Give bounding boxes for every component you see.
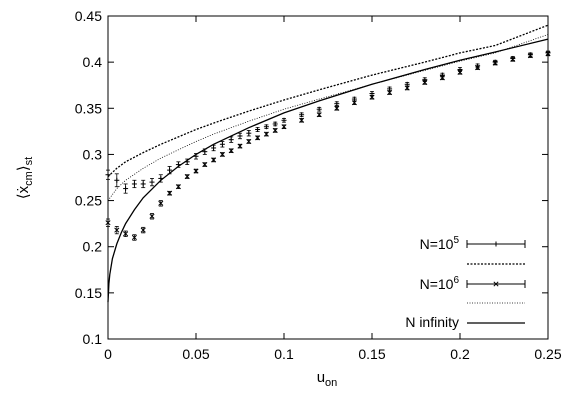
data-point bbox=[228, 148, 234, 154]
x-axis-label: uon bbox=[317, 369, 338, 389]
y-axis-label: ⟨ẋcm⟩st bbox=[15, 157, 35, 199]
data-point bbox=[299, 117, 305, 123]
data-point bbox=[439, 75, 445, 81]
series-lines bbox=[107, 24, 549, 303]
data-point bbox=[545, 51, 551, 57]
legend-label-n-infinity: N infinity bbox=[405, 314, 459, 330]
series-line-4 bbox=[107, 38, 549, 303]
data-point bbox=[193, 168, 199, 174]
data-point bbox=[281, 124, 287, 130]
y-tick-label: 0.2 bbox=[83, 239, 103, 255]
data-point bbox=[422, 79, 428, 85]
data-point bbox=[123, 231, 129, 237]
data-point bbox=[316, 112, 322, 118]
data-point bbox=[492, 60, 498, 66]
data-point bbox=[114, 227, 120, 233]
legend-swatches bbox=[466, 240, 526, 324]
legend-label-n1e5: N=105 bbox=[420, 235, 460, 252]
x-tick-label: 0.05 bbox=[182, 346, 209, 362]
data-point bbox=[263, 131, 269, 137]
legend: N=105 N=106 N infinity bbox=[405, 235, 526, 330]
data-point bbox=[175, 184, 181, 190]
y-tick-label: 0.4 bbox=[83, 54, 103, 70]
x-tick-label: 0.15 bbox=[358, 346, 385, 362]
y-tick-label: 0.3 bbox=[83, 146, 103, 162]
data-point bbox=[184, 174, 190, 180]
series-line-3 bbox=[107, 34, 549, 201]
data-point bbox=[219, 151, 225, 157]
y-tick-label: 0.45 bbox=[75, 8, 102, 24]
y-tick-label: 0.1 bbox=[83, 331, 103, 347]
data-point bbox=[211, 157, 217, 163]
y-tick-label: 0.35 bbox=[75, 100, 102, 116]
data-point bbox=[237, 143, 243, 149]
legend-label-n1e6: N=106 bbox=[420, 275, 460, 292]
data-point bbox=[105, 220, 111, 226]
data-point bbox=[510, 56, 516, 62]
data-point bbox=[351, 100, 357, 106]
y-tick-label: 0.25 bbox=[75, 193, 102, 209]
data-point bbox=[457, 69, 463, 75]
series-points bbox=[105, 50, 551, 241]
series-line-1 bbox=[107, 24, 549, 178]
x-tick-label: 0.1 bbox=[274, 346, 294, 362]
data-point bbox=[202, 162, 208, 168]
y-tick-label: 0.15 bbox=[75, 285, 102, 301]
data-point bbox=[404, 85, 410, 91]
data-point bbox=[369, 94, 375, 100]
y-axis-ticks: 0.1 0.15 0.2 0.25 0.3 0.35 0.4 0.45 bbox=[75, 8, 548, 347]
data-point bbox=[272, 127, 278, 133]
plot-frame bbox=[107, 15, 549, 340]
data-point bbox=[158, 200, 164, 206]
x-tick-label: 0.2 bbox=[450, 346, 470, 362]
legend-swatch-marker bbox=[493, 281, 499, 287]
data-point bbox=[149, 213, 155, 219]
data-point bbox=[387, 90, 393, 96]
data-point bbox=[140, 227, 146, 233]
data-point bbox=[255, 135, 261, 141]
data-point bbox=[475, 65, 481, 71]
x-tick-label: 0 bbox=[104, 346, 112, 362]
data-point bbox=[246, 138, 252, 145]
data-point bbox=[131, 234, 137, 241]
data-point bbox=[167, 190, 173, 196]
x-tick-label: 0.25 bbox=[534, 346, 561, 362]
data-point bbox=[527, 53, 533, 59]
data-point bbox=[334, 105, 340, 111]
x-axis-ticks: 0 0.05 0.1 0.15 0.2 0.25 bbox=[104, 16, 562, 362]
